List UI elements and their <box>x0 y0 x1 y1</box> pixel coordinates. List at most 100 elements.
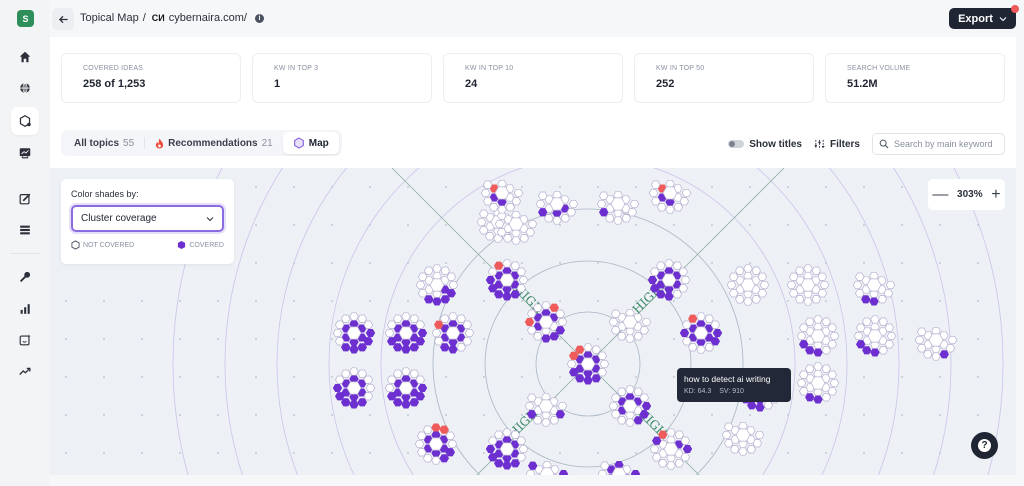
sliders-icon <box>814 139 825 149</box>
stat-value: 51.2M <box>847 78 878 90</box>
back-button[interactable] <box>52 8 74 30</box>
nav-presentation[interactable] <box>11 139 39 167</box>
stat-label: KW IN TOP 3 <box>274 65 319 72</box>
home-icon <box>19 51 31 63</box>
notification-dot <box>1011 5 1019 13</box>
export-label: Export <box>958 12 993 25</box>
nav-globe[interactable] <box>11 74 39 102</box>
filters-label: Filters <box>829 138 860 150</box>
node-tooltip: how to detect ai writing KD: 64.3 SV: 91… <box>677 368 791 402</box>
chevron-down-icon <box>999 16 1007 21</box>
stat-kw-top-50: KW IN TOP 50 252 <box>634 53 814 103</box>
tooltip-sv: SV: 910 <box>719 388 744 395</box>
top-bar: Topical Map / CИ cybernaira.com/ i Expor… <box>50 0 1024 37</box>
hexagon-outline-icon <box>71 240 80 250</box>
info-icon[interactable]: i <box>255 13 264 23</box>
tooltip-title: how to detect ai writing <box>684 374 771 384</box>
export-button[interactable]: Export <box>949 5 1019 29</box>
view-tabs: All topics 55 Recommendations 21 Map <box>61 130 342 156</box>
nav-edit-note[interactable] <box>11 185 39 213</box>
stat-label: KW IN TOP 10 <box>465 65 514 72</box>
hexagon-icon <box>293 137 304 149</box>
stat-kw-top-3: KW IN TOP 3 1 <box>252 53 432 103</box>
tab-count: 21 <box>261 137 273 149</box>
tooltip-kd: KD: 64.3 <box>684 388 712 395</box>
tab-recommendations[interactable]: Recommendations 21 <box>145 132 283 154</box>
nav-home[interactable] <box>11 43 39 71</box>
presentation-chart-icon <box>19 148 31 159</box>
trending-up-icon <box>19 367 31 375</box>
zoom-control: — 303% + <box>928 179 1005 210</box>
nav-ai-writer[interactable] <box>11 326 39 354</box>
legend-covered: COVERED <box>177 240 224 250</box>
show-titles-label: Show titles <box>749 138 802 150</box>
list-layers-icon <box>20 225 30 235</box>
stat-value: 24 <box>465 78 478 90</box>
hexagon-filled-icon <box>178 240 186 250</box>
search-input[interactable] <box>894 139 1004 149</box>
breadcrumb-separator: / <box>142 12 146 24</box>
site-favicon-icon: CИ <box>151 13 165 23</box>
stat-value: 1 <box>274 78 281 90</box>
breadcrumb-root[interactable]: Topical Map <box>80 12 139 24</box>
page-edge <box>1016 37 1024 486</box>
sidebar-divider <box>10 253 40 254</box>
legend-title: Color shades by: <box>71 189 139 199</box>
edit-note-icon <box>19 193 31 205</box>
color-shade-select[interactable]: Cluster coverage <box>71 205 224 232</box>
page-footer-edge <box>50 475 1024 486</box>
fire-icon <box>156 138 164 148</box>
zoom-level: 303% <box>957 189 983 200</box>
stats-row: COVERED IDEAS 258 of 1,253 KW IN TOP 3 1… <box>61 53 1005 103</box>
tab-divider <box>144 137 146 149</box>
stat-covered-ideas: COVERED IDEAS 258 of 1,253 <box>61 53 241 103</box>
legend-not-covered: NOT COVERED <box>71 240 134 250</box>
breadcrumb-site: cybernaira.com/ <box>168 12 247 24</box>
stat-kw-top-10: KW IN TOP 10 24 <box>443 53 623 103</box>
arrow-left-icon <box>58 15 68 23</box>
breadcrumb: Topical Map / CИ cybernaira.com/ i <box>80 12 264 24</box>
stat-label: KW IN TOP 50 <box>656 65 705 72</box>
search-icon <box>879 139 889 149</box>
nav-trends[interactable] <box>11 357 39 385</box>
tab-label: Recommendations <box>168 137 258 149</box>
key-icon <box>19 271 31 283</box>
sidebar: S <box>0 0 50 486</box>
topical-map-icon <box>19 115 31 127</box>
select-value: Cluster coverage <box>81 213 157 224</box>
legend-keys: NOT COVERED COVERED <box>71 240 224 250</box>
tab-label: All topics <box>74 137 120 149</box>
map-toolbar: Show titles Filters <box>728 133 1005 155</box>
nav-keywords[interactable] <box>11 263 39 291</box>
workspace-logo[interactable]: S <box>17 10 34 27</box>
tab-label: Map <box>308 137 329 149</box>
tab-all-topics[interactable]: All topics 55 <box>64 132 144 154</box>
main-content: COVERED IDEAS 258 of 1,253 KW IN TOP 3 1… <box>50 37 1016 475</box>
help-button[interactable]: ? <box>971 432 998 459</box>
show-titles-toggle[interactable]: Show titles <box>728 139 802 150</box>
tab-map[interactable]: Map <box>282 132 339 154</box>
nav-analytics[interactable] <box>11 295 39 323</box>
zoom-out-button[interactable]: — <box>932 185 949 203</box>
stat-search-volume: SEARCH VOLUME 51.2M <box>825 53 1005 103</box>
question-icon: ? <box>978 439 991 452</box>
zoom-in-button[interactable]: + <box>991 185 1001 203</box>
stat-label: SEARCH VOLUME <box>847 65 911 72</box>
filters-button[interactable]: Filters <box>814 139 860 150</box>
ai-note-icon <box>19 334 31 346</box>
nav-topical-map[interactable] <box>11 107 39 135</box>
stat-value: 258 of 1,253 <box>83 78 146 90</box>
globe-icon <box>20 82 30 94</box>
tooltip-meta: KD: 64.3 SV: 910 <box>684 388 784 395</box>
color-legend-panel: Color shades by: Cluster coverage NOT CO… <box>61 179 234 264</box>
chevron-down-icon <box>206 216 214 221</box>
bar-chart-icon <box>20 304 30 314</box>
search-box[interactable] <box>872 133 1005 155</box>
toggle-switch[interactable] <box>728 140 745 148</box>
stat-label: COVERED IDEAS <box>83 65 144 72</box>
tab-count: 55 <box>123 137 135 149</box>
nav-list[interactable] <box>11 216 39 244</box>
topical-map-canvas[interactable]: HIGH HIGH HIGH HIGH Color shades by: Cluste… <box>50 168 1016 475</box>
stat-value: 252 <box>656 78 675 90</box>
